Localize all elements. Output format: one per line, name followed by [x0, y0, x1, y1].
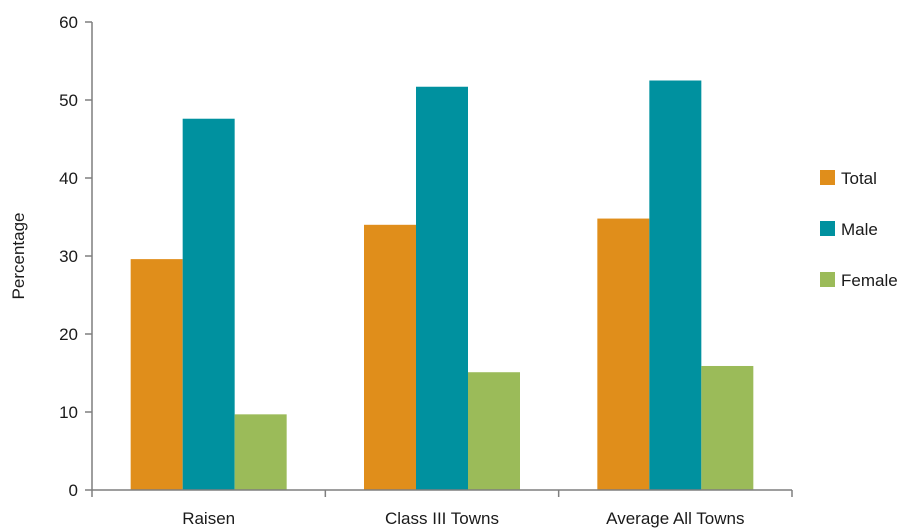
y-axis-ticks: 0 10 20 30 40 50 60 — [59, 13, 93, 500]
bar-total-2 — [597, 218, 650, 490]
y-tick-label: 40 — [59, 169, 78, 188]
bar-female-2 — [701, 365, 754, 490]
legend: Total Male Female — [820, 169, 898, 290]
bar-male-0 — [182, 118, 235, 490]
bar-female-1 — [468, 372, 520, 490]
y-tick-label: 10 — [59, 403, 78, 422]
legend-swatch-male — [820, 221, 835, 236]
x-category-label: Class III Towns — [385, 509, 499, 528]
y-tick-label: 60 — [59, 13, 78, 32]
bar-total-1 — [364, 224, 416, 491]
x-category-label: Average All Towns — [606, 509, 744, 528]
bar-male-2 — [649, 80, 702, 490]
y-tick-label: 50 — [59, 91, 78, 110]
legend-label-male: Male — [841, 220, 878, 239]
bar-female-0 — [234, 414, 287, 490]
y-axis-title: Percentage — [9, 213, 28, 300]
legend-label-total: Total — [841, 169, 877, 188]
x-axis: Raisen Class III Towns Average All Towns — [91, 489, 793, 528]
y-tick-label: 30 — [59, 247, 78, 266]
legend-swatch-female — [820, 272, 835, 287]
x-category-label: Raisen — [182, 509, 235, 528]
legend-label-female: Female — [841, 271, 898, 290]
bar-male-1 — [416, 86, 468, 491]
legend-swatch-total — [820, 170, 835, 185]
bars — [130, 80, 754, 491]
bar-total-0 — [130, 259, 183, 490]
y-tick-label: 20 — [59, 325, 78, 344]
y-tick-label: 0 — [69, 481, 78, 500]
